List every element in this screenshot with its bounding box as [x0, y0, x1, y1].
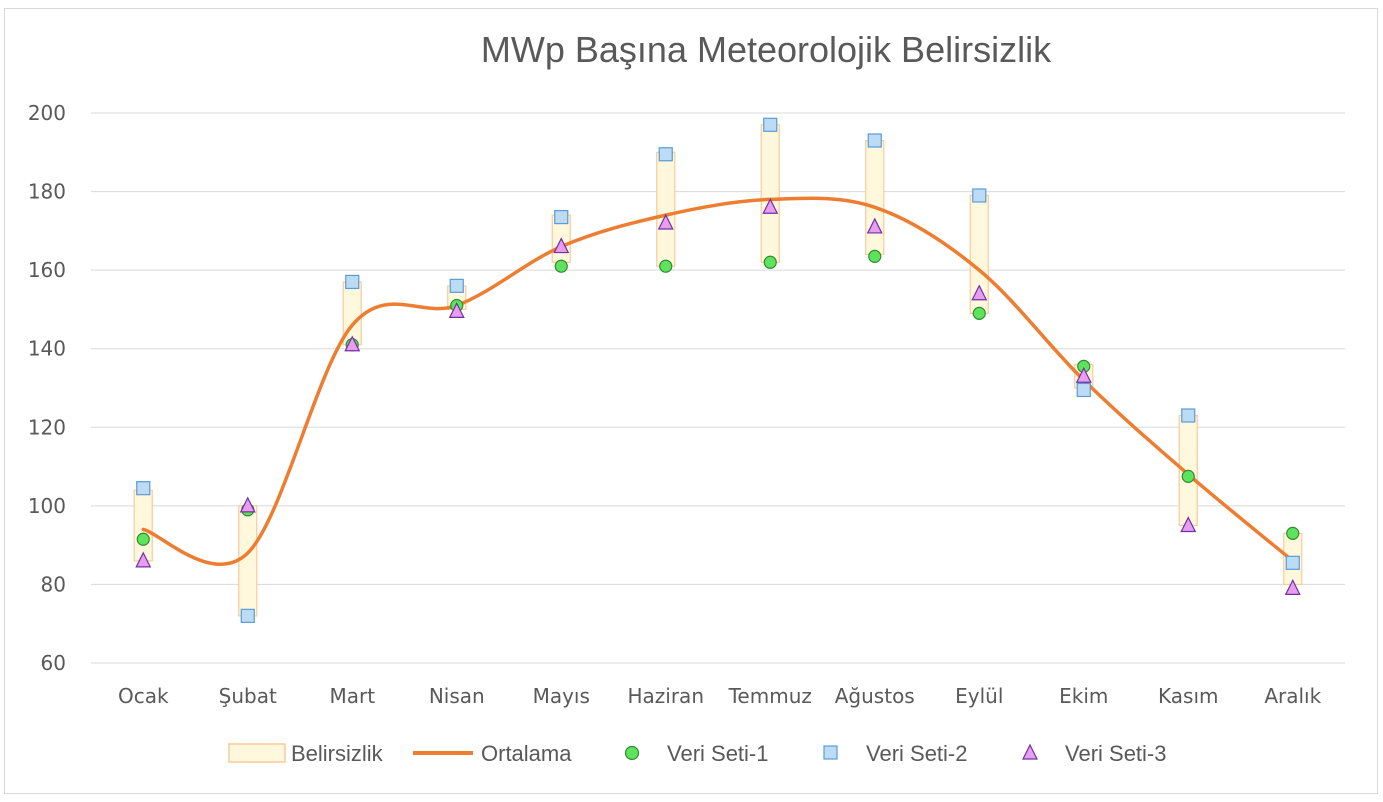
x-tick-label: Haziran [627, 684, 704, 708]
marker-veri-seti-1 [659, 259, 673, 273]
uncertainty-band [656, 151, 676, 267]
legend-label-veri-seti-1: Veri Seti-1 [667, 741, 769, 766]
uncertainty-band [760, 124, 780, 263]
y-tick-label: 120 [28, 415, 66, 439]
marker-veri-seti-2 [972, 188, 987, 203]
legend-swatch-belirsizlik [228, 743, 286, 763]
marker-veri-seti-2 [867, 133, 882, 148]
x-tick-label: Eylül [955, 684, 1003, 708]
legend-item-ortalama: Ortalama [413, 741, 572, 766]
uncertainty-band [865, 139, 885, 256]
y-tick-label: 140 [28, 337, 66, 361]
marker-veri-seti-3 [448, 302, 465, 318]
legend-item-veri-seti-1: Veri Seti-1 [624, 741, 769, 766]
marker-veri-seti-2 [449, 278, 464, 293]
x-tick-label: Ağustos [835, 684, 915, 708]
marker-veri-seti-2 [658, 147, 673, 162]
marker-veri-seti-3 [1284, 579, 1301, 595]
marker-veri-seti-2 [554, 210, 569, 225]
marker-veri-seti-2 [136, 481, 151, 496]
marker-veri-seti-1 [554, 259, 568, 273]
legend-swatch-veri-seti-2 [823, 745, 838, 760]
x-tick-label: Şubat [219, 684, 277, 708]
y-axis: 60 80 100 120 140 160 180 200 [28, 101, 66, 675]
grid-layer [91, 112, 1345, 664]
average-line-layer [141, 196, 1295, 566]
y-tick-label: 160 [28, 258, 66, 282]
uncertainty-bands [133, 124, 1303, 617]
marker-veri-seti-2 [240, 608, 255, 623]
marker-layer [135, 117, 1301, 623]
x-tick-label: Temmuz [728, 684, 812, 708]
legend-item-belirsizlik: Belirsizlik [228, 741, 384, 766]
marker-veri-seti-3 [971, 284, 988, 301]
uncertainty-band [238, 505, 258, 617]
marker-veri-seti-1 [136, 532, 150, 546]
marker-veri-seti-2 [1181, 408, 1196, 423]
marker-veri-seti-3 [344, 335, 361, 352]
marker-veri-seti-3 [657, 213, 674, 230]
marker-veri-seti-1 [763, 255, 777, 269]
x-tick-label: Mart [329, 684, 375, 708]
x-tick-label: Ekim [1059, 684, 1108, 708]
marker-veri-seti-3 [239, 496, 256, 513]
y-tick-label: 80 [41, 572, 66, 596]
marker-veri-seti-3 [553, 237, 570, 254]
legend: Belirsizlik Ortalama Veri Seti-1 Veri Se… [228, 741, 1167, 766]
y-tick-label: 200 [28, 101, 66, 125]
x-tick-label: Ocak [118, 684, 169, 708]
marker-veri-seti-2 [1285, 555, 1300, 570]
marker-veri-seti-2 [763, 117, 778, 132]
average-line [141, 196, 1295, 566]
legend-item-veri-seti-3: Veri Seti-3 [1022, 741, 1167, 766]
uncertainty-band [133, 489, 153, 562]
marker-veri-seti-3 [1180, 516, 1197, 533]
marker-veri-seti-3 [762, 197, 779, 214]
marker-veri-seti-1 [972, 306, 986, 320]
legend-label-ortalama: Ortalama [481, 741, 572, 766]
y-tick-label: 60 [41, 651, 66, 675]
marker-veri-seti-3 [135, 551, 152, 568]
x-axis: Ocak Şubat Mart Nisan Mayıs Haziran Temmuz Ağus… [118, 684, 1322, 708]
marker-veri-seti-1 [868, 249, 882, 263]
chart-title: MWp Başına Meteorolojik Belirsizlik [481, 29, 1052, 70]
marker-veri-seti-1 [1181, 469, 1195, 483]
legend-label-veri-seti-2: Veri Seti-2 [866, 741, 968, 766]
y-tick-label: 100 [28, 494, 66, 518]
legend-swatch-veri-seti-1 [624, 745, 640, 761]
legend-swatch-veri-seti-3 [1022, 743, 1038, 760]
x-tick-label: Mayıs [533, 684, 590, 708]
legend-label-belirsizlik: Belirsizlik [291, 741, 384, 766]
x-tick-label: Aralık [1264, 684, 1321, 708]
x-tick-label: Nisan [429, 684, 485, 708]
legend-label-veri-seti-3: Veri Seti-3 [1065, 741, 1167, 766]
marker-veri-seti-1 [1286, 526, 1300, 540]
x-tick-label: Kasım [1158, 684, 1218, 708]
marker-veri-seti-2 [1076, 382, 1091, 398]
y-tick-label: 180 [28, 180, 66, 204]
legend-item-veri-seti-2: Veri Seti-2 [823, 741, 968, 766]
marker-veri-seti-3 [866, 217, 883, 234]
marker-veri-seti-2 [345, 274, 360, 290]
marker-veri-seti-3 [1075, 366, 1092, 383]
